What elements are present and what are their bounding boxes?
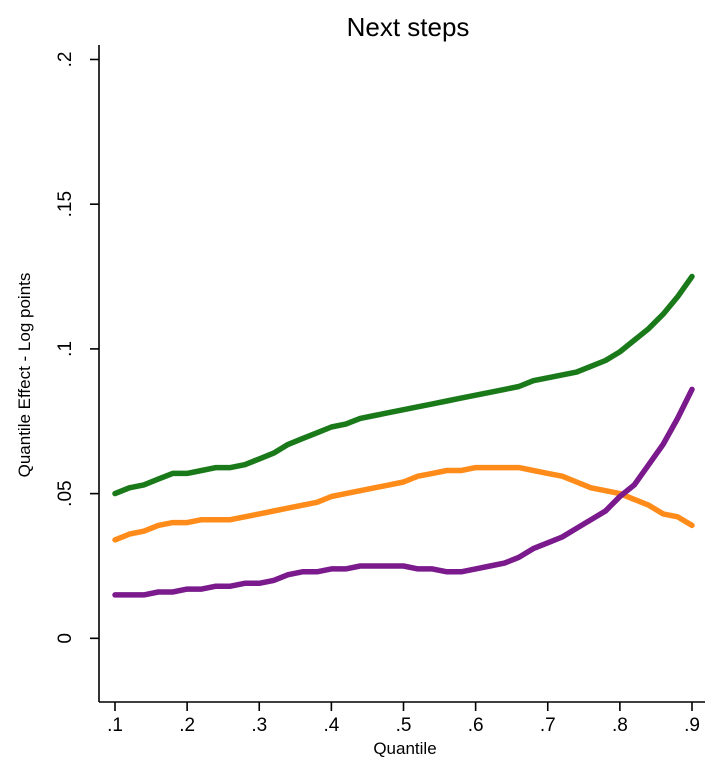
- y-tick-label: .15: [55, 191, 76, 217]
- x-tick-label: .6: [468, 715, 484, 736]
- x-tick-label: .9: [684, 715, 700, 736]
- x-tick-label: .5: [396, 715, 412, 736]
- x-tick-label: .2: [179, 715, 195, 736]
- series-line-2: [112, 464, 695, 543]
- x-axis-label: Quantile: [373, 739, 436, 758]
- y-axis-label: Quantile Effect - Log points: [15, 273, 34, 478]
- y-axis: 0 .05 .1 .15 .2: [55, 45, 100, 702]
- x-tick-label: .1: [107, 715, 123, 736]
- x-tick-label: .7: [540, 715, 556, 736]
- x-tick-label: .4: [323, 715, 339, 736]
- y-tick-label: 0: [55, 633, 76, 644]
- y-tick-label: .1: [55, 341, 76, 357]
- series-line-1: [112, 273, 695, 497]
- x-tick-label: .8: [612, 715, 628, 736]
- series-layer: [112, 273, 695, 598]
- series-line-3: [112, 386, 695, 598]
- x-tick-label: .3: [251, 715, 267, 736]
- y-tick-label: .2: [55, 52, 76, 68]
- y-tick-label: .05: [55, 480, 76, 506]
- y-ticks: 0 .05 .1 .15 .2: [55, 52, 99, 644]
- x-axis: .1 .2 .3 .4 .5 .6 .7 .8 .9: [99, 701, 705, 736]
- chart-title: Next steps: [347, 12, 470, 42]
- x-ticks: .1 .2 .3 .4 .5 .6 .7 .8 .9: [107, 702, 700, 736]
